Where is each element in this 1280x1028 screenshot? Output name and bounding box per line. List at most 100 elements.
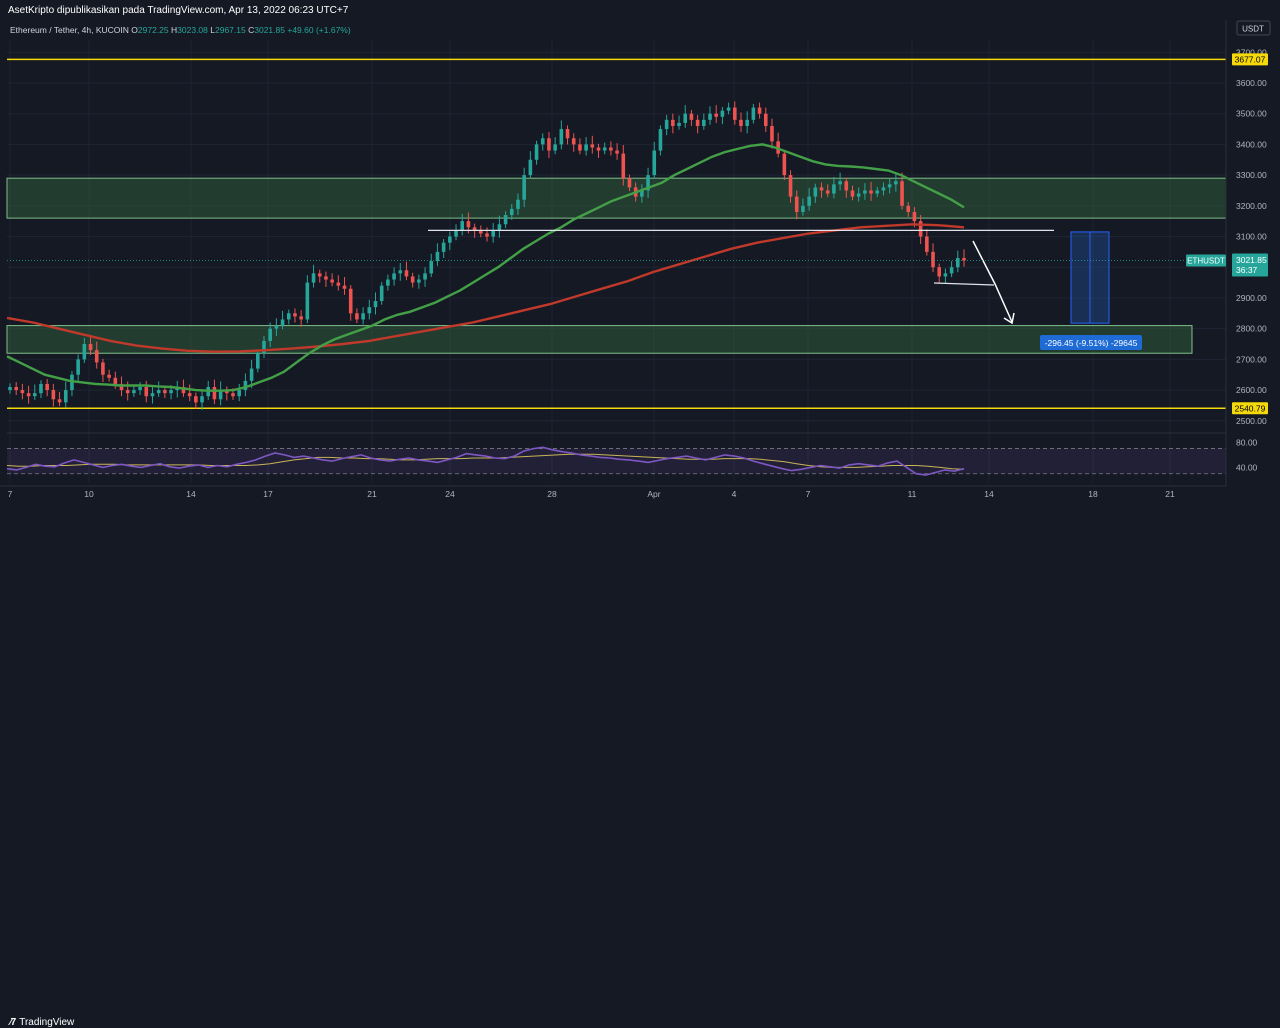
high-label: H <box>171 25 178 35</box>
candle-body <box>881 187 886 191</box>
candle-body <box>119 383 124 391</box>
candle-body <box>491 230 495 237</box>
candle-body <box>918 221 923 237</box>
candle-body <box>671 119 675 126</box>
candle-body <box>925 236 929 252</box>
candle-body <box>584 144 588 151</box>
candle-body <box>435 251 440 262</box>
time-tick-label: 7 <box>8 489 13 499</box>
candle-body <box>627 178 632 188</box>
price-tick-label: 2700.00 <box>1236 354 1267 364</box>
candle-body <box>894 181 898 185</box>
candle-body <box>602 147 607 151</box>
candle-body <box>943 273 948 277</box>
candle-body <box>875 190 880 194</box>
time-tick-label: 21 <box>367 489 377 499</box>
candle-body <box>497 224 502 231</box>
price-tick-label: 2600.00 <box>1236 385 1267 395</box>
projection-arrowhead-icon <box>1003 312 1015 325</box>
candle-body <box>88 344 93 351</box>
rsi-pane <box>6 432 1226 476</box>
symbol-badge-label: ETHUSDT <box>1187 257 1225 266</box>
time-tick-label: Apr <box>647 489 660 499</box>
candle-body <box>609 147 613 151</box>
candle-body <box>466 221 471 228</box>
candle-body <box>578 144 582 151</box>
candle-body <box>187 393 192 397</box>
candle-body <box>324 276 328 280</box>
candle-body <box>844 181 849 191</box>
close-value: 3021.85 <box>254 25 285 35</box>
candle-body <box>274 325 279 329</box>
ma-slow-line <box>6 223 965 353</box>
candle-body <box>410 276 415 283</box>
candle-body <box>299 316 303 320</box>
candle-body <box>485 233 489 237</box>
candle-body <box>677 122 681 126</box>
support-trendline <box>933 282 995 286</box>
drawings: -296.45 (-9.51%) -29645 <box>7 229 1226 350</box>
candle-body <box>832 184 836 194</box>
candle-body <box>695 119 700 126</box>
rsi-tick-label: 40.00 <box>1236 462 1258 472</box>
open-label: O <box>131 25 138 35</box>
candle-body <box>125 390 130 394</box>
candle-body <box>311 273 316 283</box>
candle-body <box>956 258 960 268</box>
price-tick-label: 3300.00 <box>1236 170 1267 180</box>
candle-body <box>342 285 347 289</box>
price-tick-label: 2900.00 <box>1236 293 1267 303</box>
price-tick-label: 2500.00 <box>1236 416 1267 426</box>
candle-body <box>212 387 217 400</box>
candle-body <box>937 267 942 277</box>
price-chart[interactable]: -296.45 (-9.51%) -29645 USDT 3700.00 3600.… <box>0 0 1280 528</box>
open-value: 2972.25 <box>137 25 169 35</box>
candle-body <box>528 159 533 176</box>
candle-body <box>441 242 446 252</box>
supply-demand-zone <box>6 177 1227 219</box>
candle-body <box>776 141 780 154</box>
candle-body <box>94 350 99 363</box>
ma-fast-line <box>6 143 965 392</box>
candle-body <box>367 307 372 314</box>
candle-body <box>163 390 167 394</box>
candle-body <box>962 258 966 261</box>
candle-body <box>509 208 514 216</box>
candle-body <box>479 230 483 234</box>
candle-body <box>76 359 80 375</box>
low-label: L <box>210 25 215 35</box>
candle-body <box>565 129 570 139</box>
time-tick-label: 10 <box>84 489 94 499</box>
zones <box>6 177 1227 354</box>
price-tick-label: 3700.00 <box>1236 47 1267 57</box>
candle-body <box>906 205 911 212</box>
candle-body <box>782 153 787 176</box>
close-label: C <box>248 25 255 35</box>
projection-arrow <box>972 240 1013 323</box>
candle-body <box>63 390 68 403</box>
candle-body <box>739 119 743 126</box>
candle-body <box>745 119 749 126</box>
candle-body <box>559 129 564 145</box>
candle-body <box>113 377 118 384</box>
candle-body <box>237 390 242 397</box>
candle-body <box>621 153 626 179</box>
candle-body <box>231 393 235 397</box>
candle-body <box>516 199 520 209</box>
candle-body <box>652 150 657 176</box>
candle-body <box>150 393 155 397</box>
candle-body <box>144 387 149 397</box>
change-value: +49.60 (+1.67%) <box>287 25 351 35</box>
candle-body <box>664 119 669 130</box>
price-tick-label: 3600.00 <box>1236 78 1267 88</box>
candle-body <box>361 313 365 320</box>
countdown-label: 36:37 <box>1236 265 1258 275</box>
candle-body <box>571 138 576 145</box>
candle-body <box>900 181 904 206</box>
candle-body <box>640 190 644 197</box>
candle-body <box>14 387 18 391</box>
tradingview-logo[interactable]: ⁄7 TradingView <box>10 1017 74 1028</box>
candle-body <box>788 175 793 197</box>
level-price-badge <box>1232 402 1268 415</box>
price-tick-label: 3400.00 <box>1236 139 1267 149</box>
